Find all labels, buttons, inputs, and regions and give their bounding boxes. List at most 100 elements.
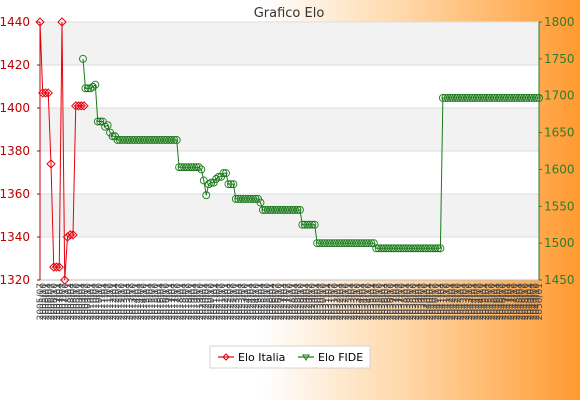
x-tick-label: 2028/01	[288, 283, 298, 320]
x-tick-label: 2019/04	[190, 283, 200, 321]
point-elo-fide	[251, 194, 260, 203]
right-y-axis: 1450 1500 1550 1600 1650 1700 1750 1800	[538, 15, 575, 287]
point-elo-fide	[86, 84, 95, 93]
right-y-tick-label: 1700	[544, 89, 575, 103]
x-tick-label: 2022/07	[227, 283, 237, 320]
x-tick-label: 2025/07	[260, 283, 270, 320]
x-tick-label: 2006/04	[44, 283, 54, 321]
x-tick-label: 2048/10	[521, 283, 531, 321]
x-tick-label: 2026/01	[266, 283, 276, 320]
x-tick-label: 2013/07	[126, 283, 136, 320]
point-elo-italia	[76, 101, 86, 111]
point-elo-fide	[214, 172, 223, 181]
right-y-tick-label: 1450	[544, 273, 575, 287]
left-y-tick-label: 1400	[0, 101, 30, 115]
point-elo-fide	[204, 180, 213, 189]
left-y-tick-label: 1380	[0, 144, 30, 158]
x-tick-label: 2013/04	[123, 283, 133, 321]
x-tick-label: 2023/07	[238, 283, 248, 320]
x-tick-label: 2017/10	[173, 283, 183, 321]
x-tick-label: 2041/07	[440, 283, 450, 320]
x-tick-label: 2028/07	[294, 283, 304, 320]
point-elo-fide	[364, 239, 373, 248]
point-elo-italia	[54, 262, 64, 272]
point-elo-fide	[81, 84, 90, 93]
x-tick-label: 2027/07	[283, 283, 293, 320]
x-tick-label: 2029/10	[308, 283, 318, 321]
x-tick-label: 2049/01	[524, 283, 534, 320]
point-elo-fide	[293, 206, 302, 214]
x-tick-label: 2021/07	[215, 283, 225, 320]
point-elo-fide	[310, 220, 319, 229]
x-tick-label: 2036/07	[384, 283, 394, 320]
x-tick-label: 2045/10	[487, 283, 497, 321]
point-elo-fide	[79, 54, 87, 63]
x-tick-label: 2046/01	[490, 283, 500, 320]
point-elo-fide	[226, 180, 235, 189]
left-y-tick-label: 1440	[0, 15, 30, 29]
x-tick-label: 2040/04	[426, 283, 436, 321]
point-elo-italia	[43, 88, 53, 98]
point-elo-fide	[433, 244, 442, 253]
x-tick-label: 2029/04	[302, 283, 312, 321]
point-elo-fide	[229, 180, 238, 189]
point-elo-italia	[46, 159, 56, 169]
x-tick-label: 2037/07	[395, 283, 405, 320]
x-tick-label: 2034/07	[361, 283, 371, 320]
point-elo-fide	[256, 198, 265, 207]
point-elo-fide	[224, 180, 233, 189]
x-tick-label: 2020/04	[201, 283, 211, 321]
x-tick-label: 2043/10	[465, 283, 475, 321]
x-tick-label: 2018/01	[176, 283, 186, 320]
left-y-tick-label: 1340	[0, 230, 30, 244]
x-tick-label: 2015/01	[143, 283, 153, 320]
x-tick-label: 2033/07	[350, 283, 360, 320]
x-tick-label: 2022/04	[224, 283, 234, 321]
x-tick-label: 2021/04	[213, 283, 223, 321]
x-tick-label: 2020/07	[204, 283, 214, 320]
point-elo-italia	[60, 275, 70, 285]
x-tick-label: 2043/01	[457, 283, 467, 320]
x-tick-label: 2027/01	[277, 283, 287, 320]
x-tick-label: 2031/07	[328, 283, 338, 320]
x-tick-label: 2032/01	[333, 283, 343, 320]
point-elo-italia	[79, 101, 89, 111]
x-tick-label: 2024/01	[243, 283, 253, 320]
x-tick-label: 2043/04	[459, 283, 469, 321]
point-elo-fide	[535, 93, 543, 102]
point-elo-fide	[291, 206, 299, 214]
left-y-axis: 1320 1340 1360 1380 1400 1420 1440	[0, 15, 41, 287]
right-y-tick-label: 1650	[544, 126, 575, 140]
x-tick-label: 2028/10	[297, 283, 307, 321]
x-tick-label: 2013/01	[120, 283, 130, 320]
x-tick-label: 2005/10	[39, 283, 49, 321]
x-tick-label: 2027/04	[280, 283, 290, 321]
x-tick-label: 2036/01	[378, 283, 388, 320]
x-tick-label: 2033/01	[344, 283, 354, 320]
x-tick-label: 2033/04	[347, 283, 357, 321]
x-tick-label: 2015/04	[145, 283, 155, 321]
x-tick-label: 2044/07	[473, 283, 483, 320]
point-elo-fide	[167, 135, 176, 144]
right-y-tick-label: 1500	[544, 236, 575, 250]
point-elo-fide	[199, 176, 208, 185]
x-tick-label: 2034/10	[364, 283, 374, 321]
point-elo-fide	[222, 169, 230, 178]
point-elo-fide	[305, 220, 314, 229]
x-tick-label: 2019/01	[187, 283, 197, 320]
x-tick-label: 2045/04	[482, 283, 492, 321]
x-tick-label: 2011/07	[103, 283, 113, 320]
x-tick-label: 2037/01	[389, 283, 399, 320]
x-tick-label: 2033/10	[353, 283, 363, 321]
x-tick-label: 2040/10	[431, 283, 441, 321]
x-tick-label: 2006/10	[50, 283, 60, 321]
right-y-tick-label: 1600	[544, 162, 575, 176]
x-tick-label: 2038/07	[406, 283, 416, 320]
x-tick-label: 2015/10	[151, 283, 161, 321]
legend-label-elo-fide: Elo FIDE	[318, 351, 363, 364]
point-elo-fide	[101, 122, 110, 131]
x-tick-label: 2035/07	[372, 283, 382, 320]
left-y-tick-label: 1320	[0, 273, 30, 287]
x-tick-label: 2039/07	[417, 283, 427, 320]
x-tick-label: 2042/10	[454, 283, 464, 321]
